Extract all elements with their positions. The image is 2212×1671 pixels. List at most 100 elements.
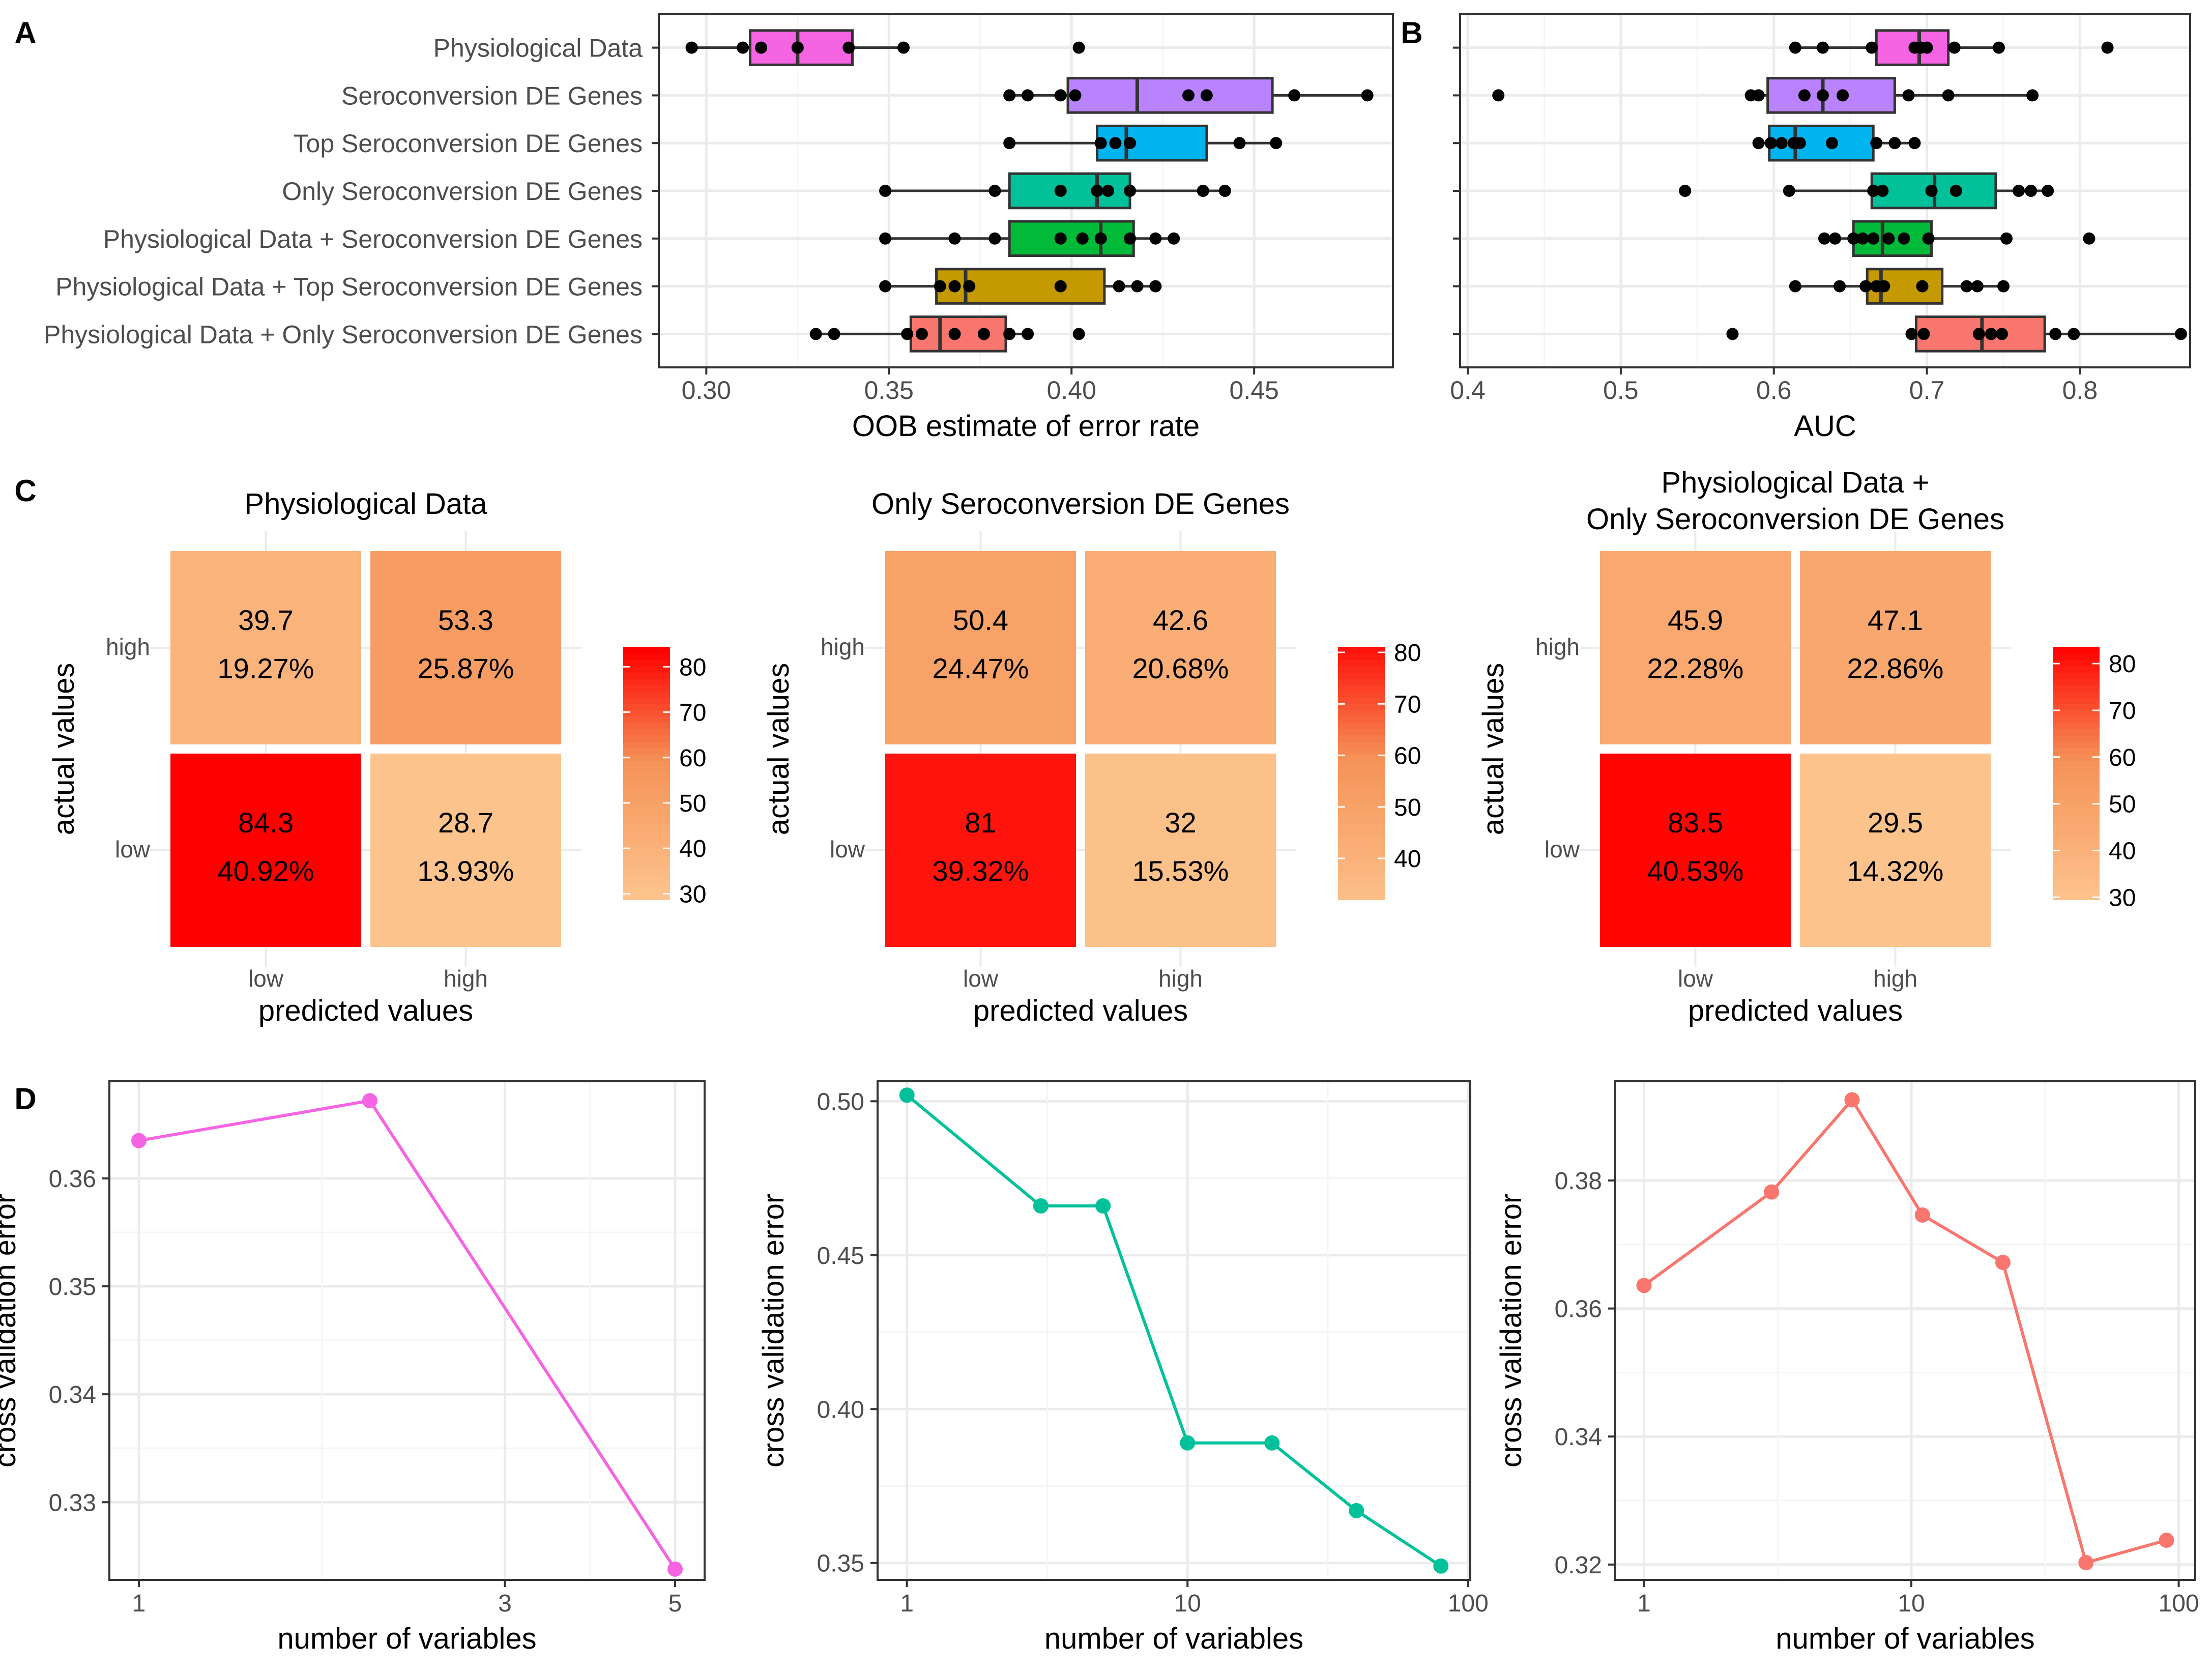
data-point <box>2174 328 2187 340</box>
tick-label-y: low <box>830 836 865 862</box>
data-point <box>1182 89 1195 102</box>
data-point <box>1922 232 1935 245</box>
data-point <box>1054 185 1067 197</box>
tick-label-y: 0.45 <box>817 1243 864 1270</box>
colorbar-segment <box>623 880 670 888</box>
heatmap-cell-value: 42.6 <box>1153 604 1208 636</box>
colorbar-segment <box>623 874 670 881</box>
heatmap-cell-value: 39.7 <box>238 604 294 636</box>
colorbar-segment <box>1338 691 1385 699</box>
colorbar-segment <box>1338 653 1385 660</box>
colorbar-label: 40 <box>679 836 706 862</box>
tick-label-y: 0.38 <box>1555 1168 1602 1195</box>
category-label: Physiological Data + Only Seroconversion… <box>44 320 643 349</box>
heatmap-cell-percent: 22.28% <box>1647 652 1744 684</box>
colorbar-label: 70 <box>2109 698 2136 725</box>
colorbar-segment <box>623 704 670 711</box>
data-point <box>1789 41 1801 54</box>
colorbar-label: 70 <box>1394 691 1421 718</box>
tick-label-x: 0.45 <box>1230 376 1279 405</box>
data-point <box>2068 328 2080 340</box>
data-point <box>1361 89 1374 102</box>
tick-label-y: 0.32 <box>1555 1552 1602 1579</box>
data-point <box>1783 185 1795 197</box>
colorbar-label: 80 <box>1394 640 1421 667</box>
tick-label-y: 0.35 <box>49 1274 96 1301</box>
colorbar-segment <box>623 843 670 850</box>
data-point <box>1992 41 2005 54</box>
data-point <box>737 41 749 54</box>
plot-border <box>1614 1080 2196 1581</box>
colorbar-segment <box>2053 855 2100 862</box>
heatmap-cell-percent: 25.87% <box>418 652 514 684</box>
colorbar-segment <box>2053 767 2100 774</box>
colorbar-segment <box>2053 786 2100 793</box>
tick-label-y: high <box>1535 633 1580 660</box>
data-point <box>842 41 855 54</box>
colorbar-segment <box>2053 773 2100 781</box>
colorbar-segment <box>2053 723 2100 730</box>
tick-label-x: 100 <box>1448 1590 1489 1617</box>
data-point <box>1829 232 1842 245</box>
tick-label-y: 0.50 <box>817 1088 864 1115</box>
category-label: Only Seroconversion DE Genes <box>282 177 643 206</box>
data-point <box>1288 89 1301 102</box>
colorbar-segment <box>2053 837 2100 844</box>
data-point <box>1908 137 1921 150</box>
colorbar-segment <box>623 666 670 673</box>
colorbar-segment <box>1338 843 1385 850</box>
data-point <box>1837 89 1849 102</box>
tick-label-x: high <box>444 965 488 992</box>
tick-label-y: low <box>1545 836 1580 862</box>
heatmap-cell-percent: 39.32% <box>933 855 1029 887</box>
data-point <box>879 232 892 245</box>
data-point <box>1847 232 1860 245</box>
colorbar-label: 60 <box>679 745 706 772</box>
data-point <box>1816 89 1829 102</box>
tick-label-x: 0.5 <box>1603 376 1639 405</box>
colorbar-segment <box>2053 830 2100 837</box>
colorbar-label: 30 <box>679 881 706 908</box>
plot-border <box>108 1080 706 1581</box>
colorbar-segment <box>1338 811 1385 818</box>
tick-label-x: low <box>248 965 284 992</box>
panel-label-c: C <box>14 474 36 508</box>
data-point <box>2025 185 2038 197</box>
data-point <box>1076 232 1089 245</box>
data-point <box>1022 89 1034 102</box>
colorbar-segment <box>623 698 670 705</box>
heatmap-cell <box>1800 754 1991 947</box>
colorbar-segment <box>2053 843 2100 850</box>
heatmap-cell-percent: 20.68% <box>1132 652 1229 684</box>
colorbar-segment <box>2053 849 2100 856</box>
tick-label-y: 0.36 <box>49 1166 96 1193</box>
data-point <box>1033 1198 1049 1214</box>
colorbar-segment <box>623 754 670 762</box>
data-point <box>1124 137 1137 150</box>
data-point <box>1679 185 1692 197</box>
panel-label-d: D <box>14 1082 36 1116</box>
colorbar-segment <box>623 679 670 686</box>
data-point <box>1726 328 1739 340</box>
colorbar-segment <box>1338 773 1385 781</box>
data-point <box>1072 41 1085 54</box>
colorbar-segment <box>2053 798 2100 805</box>
colorbar-segment <box>623 653 670 660</box>
colorbar-segment <box>2053 824 2100 831</box>
colorbar-segment <box>623 861 670 869</box>
colorbar-segment <box>1338 880 1385 888</box>
colorbar-label: 60 <box>2109 744 2136 771</box>
colorbar-segment <box>623 780 670 787</box>
colorbar-segment <box>623 748 670 755</box>
data-point <box>1789 280 1801 293</box>
colorbar-segment <box>2053 666 2100 673</box>
colorbar-segment <box>1338 817 1385 825</box>
colorbar-segment <box>1338 849 1385 856</box>
colorbar-segment <box>623 716 670 724</box>
heatmap-cell-value: 81 <box>965 806 996 839</box>
colorbar-segment <box>623 767 670 774</box>
tick-label-y: high <box>106 633 150 660</box>
colorbar-segment <box>2053 672 2100 679</box>
colorbar-segment <box>1338 716 1385 724</box>
data-point <box>1844 1092 1860 1108</box>
